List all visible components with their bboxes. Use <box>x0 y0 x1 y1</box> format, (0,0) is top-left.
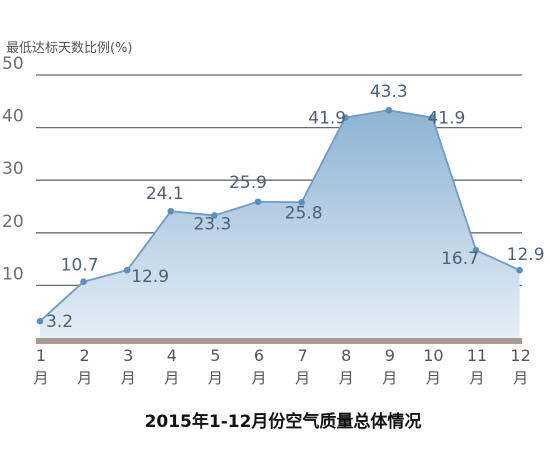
data-point <box>80 278 87 286</box>
data-label: 3.2 <box>46 312 73 332</box>
area-layer <box>36 109 522 344</box>
x-tick-unit: 月 <box>251 369 266 387</box>
x-tick-label: 10 <box>423 346 443 365</box>
series-line <box>39 109 520 322</box>
data-point <box>123 266 131 274</box>
x-tick-label: 7 <box>298 346 308 365</box>
data-label: 24.1 <box>146 184 184 204</box>
data-point <box>254 198 262 206</box>
x-tick-unit: 月 <box>513 369 528 387</box>
x-tick-unit: 月 <box>208 369 223 387</box>
x-tick-unit: 月 <box>33 369 48 387</box>
data-point <box>298 198 305 206</box>
y-tick-label: 10 <box>2 264 24 284</box>
x-tick-label: 4 <box>167 346 177 365</box>
x-tick-labels: 1 月 2 月 3 月 4 月 5 月 6 月 7 月 8 月 9 月 10 月 11 月 12 月 <box>33 346 530 387</box>
x-tick-unit: 月 <box>339 369 354 387</box>
data-point <box>516 266 523 274</box>
x-tick-label: 5 <box>210 346 220 365</box>
data-label: 41.9 <box>427 109 465 129</box>
y-tick-label: 20 <box>2 212 24 232</box>
x-tick-unit: 月 <box>77 369 92 387</box>
y-tick-label: 40 <box>2 107 24 127</box>
y-axis-label: 最低达标天数比例(%) <box>6 41 133 56</box>
data-point <box>429 114 436 121</box>
area-fill <box>40 110 520 338</box>
x-tick-label: 1 <box>36 346 46 365</box>
data-point <box>36 317 44 325</box>
x-tick-unit: 月 <box>426 369 441 387</box>
x-axis-baseline <box>36 338 522 344</box>
data-point <box>167 207 175 215</box>
x-tick-label: 8 <box>341 346 351 365</box>
data-label: 41.9 <box>308 109 346 129</box>
x-tick-label: 3 <box>123 346 133 365</box>
data-label: 12.9 <box>131 267 169 287</box>
data-label: 23.3 <box>193 214 231 234</box>
data-label: 25.9 <box>229 173 267 193</box>
data-labels: 3.2 10.7 12.9 24.1 23.3 25.9 25.8 41.9 43.3 41.9 1… <box>46 82 545 332</box>
chart-title: 2015年1-12月份空气质量总体情况 <box>145 411 422 432</box>
x-tick-label: 6 <box>254 346 264 365</box>
x-tick-label: 9 <box>385 346 395 365</box>
x-tick-unit: 月 <box>382 369 397 387</box>
x-tick-unit: 月 <box>469 369 484 387</box>
y-tick-label: 30 <box>2 159 24 179</box>
x-tick-label: 12 <box>510 346 530 365</box>
data-point <box>385 106 393 114</box>
data-label: 16.7 <box>441 249 479 269</box>
data-points <box>36 106 523 325</box>
data-label: 43.3 <box>370 82 408 102</box>
data-point <box>472 246 480 254</box>
data-label: 25.8 <box>285 203 323 223</box>
x-tick-unit: 月 <box>121 369 136 387</box>
data-point <box>341 114 349 121</box>
x-tick-unit: 月 <box>164 369 179 387</box>
data-point <box>211 212 218 219</box>
y-tick-labels: 10 20 30 40 50 <box>2 54 24 284</box>
data-label: 12.9 <box>507 245 545 265</box>
x-tick-label: 2 <box>80 346 90 365</box>
data-label: 10.7 <box>61 256 99 276</box>
y-tick-label: 50 <box>2 54 24 74</box>
x-tick-label: 11 <box>467 346 487 365</box>
x-tick-unit: 月 <box>295 369 310 387</box>
